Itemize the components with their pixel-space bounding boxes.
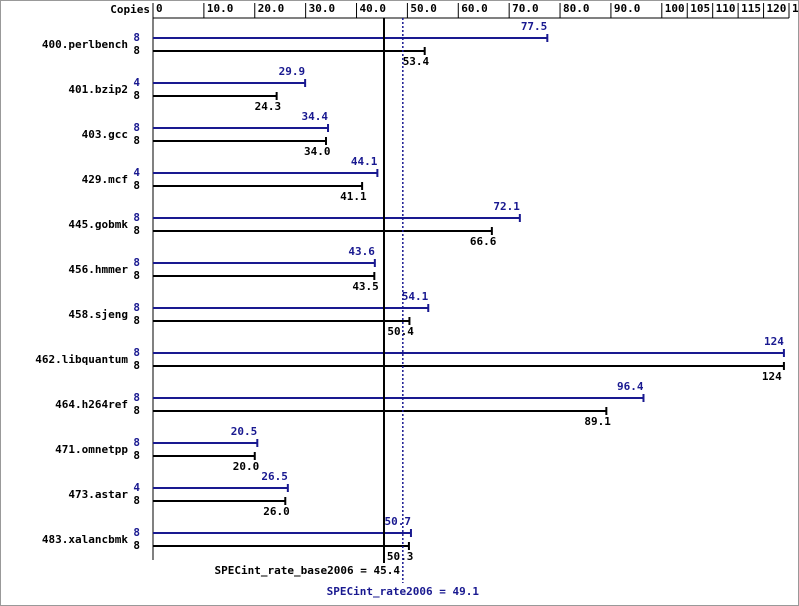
value-label: 26.0 xyxy=(263,505,290,518)
x-tick-label: 60.0 xyxy=(461,2,488,15)
value-label: 29.9 xyxy=(279,65,306,78)
copies-label: 8 xyxy=(133,494,140,507)
value-label: 50.3 xyxy=(387,550,414,563)
benchmark-label: 400.perlbench xyxy=(42,38,128,51)
x-tick-label: 105 xyxy=(690,2,710,15)
benchmark-label: 401.bzip2 xyxy=(68,83,128,96)
value-label: 50.4 xyxy=(387,325,414,338)
copies-header: Copies xyxy=(110,3,150,16)
x-tick-label: 40.0 xyxy=(360,2,387,15)
value-label: 77.5 xyxy=(521,20,548,33)
value-label: 72.1 xyxy=(493,200,520,213)
x-tick-label: 20.0 xyxy=(258,2,285,15)
copies-label: 8 xyxy=(133,404,140,417)
value-label: 44.1 xyxy=(351,155,378,168)
x-tick-label: 90.0 xyxy=(614,2,641,15)
benchmark-label: 458.sjeng xyxy=(68,308,128,321)
value-label: 53.4 xyxy=(403,55,430,68)
x-tick-label: 120 xyxy=(767,2,787,15)
benchmark-label: 483.xalancbmk xyxy=(42,533,128,546)
value-label: 124 xyxy=(762,370,782,383)
copies-label: 8 xyxy=(133,436,140,449)
copies-label: 8 xyxy=(133,211,140,224)
copies-label: 4 xyxy=(133,76,140,89)
reference-label: SPECint_rate_base2006 = 45.4 xyxy=(215,564,401,577)
value-label: 96.4 xyxy=(617,380,644,393)
x-tick-label: 100 xyxy=(665,2,685,15)
benchmark-label: 462.libquantum xyxy=(35,353,128,366)
copies-label: 4 xyxy=(133,481,140,494)
copies-label: 8 xyxy=(133,256,140,269)
copies-label: 8 xyxy=(133,179,140,192)
x-tick-label: 50.0 xyxy=(410,2,437,15)
x-tick-label: 110 xyxy=(716,2,736,15)
value-label: 26.5 xyxy=(261,470,288,483)
benchmark-label: 464.h264ref xyxy=(55,398,128,411)
copies-label: 8 xyxy=(133,31,140,44)
copies-label: 8 xyxy=(133,391,140,404)
value-label: 34.4 xyxy=(302,110,329,123)
value-label: 20.0 xyxy=(233,460,260,473)
value-label: 24.3 xyxy=(255,100,282,113)
copies-label: 8 xyxy=(133,314,140,327)
benchmark-label: 445.gobmk xyxy=(68,218,128,231)
benchmark-label: 456.hmmer xyxy=(68,263,128,276)
value-label: 66.6 xyxy=(470,235,497,248)
copies-label: 8 xyxy=(133,301,140,314)
copies-label: 4 xyxy=(133,166,140,179)
x-tick-label: 10.0 xyxy=(207,2,234,15)
copies-label: 8 xyxy=(133,449,140,462)
x-tick-label: 115 xyxy=(741,2,761,15)
x-tick-label: 30.0 xyxy=(309,2,336,15)
value-label: 124 xyxy=(764,335,784,348)
value-label: 43.5 xyxy=(352,280,379,293)
value-label: 89.1 xyxy=(584,415,611,428)
value-label: 41.1 xyxy=(340,190,367,203)
benchmark-label: 473.astar xyxy=(68,488,128,501)
benchmark-label: 471.omnetpp xyxy=(55,443,128,456)
copies-label: 8 xyxy=(133,346,140,359)
value-label: 43.6 xyxy=(348,245,375,258)
value-label: 20.5 xyxy=(231,425,258,438)
copies-label: 8 xyxy=(133,269,140,282)
copies-label: 8 xyxy=(133,526,140,539)
benchmark-label: 403.gcc xyxy=(82,128,128,141)
x-tick-label: 80.0 xyxy=(563,2,590,15)
copies-label: 8 xyxy=(133,44,140,57)
copies-label: 8 xyxy=(133,134,140,147)
value-label: 34.0 xyxy=(304,145,331,158)
x-tick-label: 70.0 xyxy=(512,2,539,15)
x-tick-label: 125 xyxy=(792,2,799,15)
reference-label: SPECint_rate2006 = 49.1 xyxy=(327,585,480,598)
copies-label: 8 xyxy=(133,539,140,552)
benchmark-label: 429.mcf xyxy=(82,173,128,186)
x-tick-label: 0 xyxy=(156,2,163,15)
value-label: 50.7 xyxy=(384,515,411,528)
copies-label: 8 xyxy=(133,121,140,134)
copies-label: 8 xyxy=(133,224,140,237)
copies-label: 8 xyxy=(133,359,140,372)
value-label: 54.1 xyxy=(402,290,429,303)
copies-label: 8 xyxy=(133,89,140,102)
